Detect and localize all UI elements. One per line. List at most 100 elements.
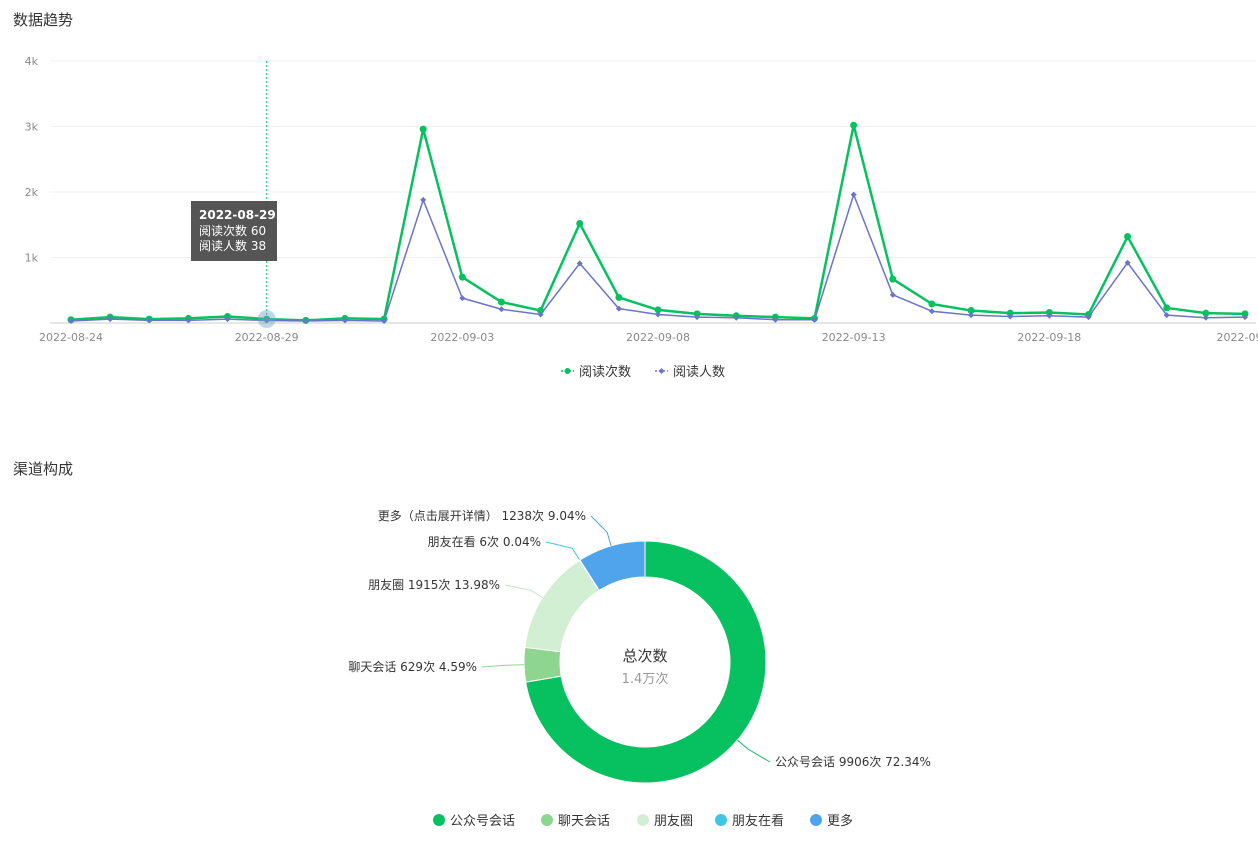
y-tick-label: 4k: [25, 55, 39, 68]
tooltip-reads: 阅读次数 60: [199, 223, 266, 238]
tooltip-readers: 阅读人数 38: [199, 238, 266, 253]
data-point-reads[interactable]: [1202, 309, 1210, 317]
slice-leader-line: [545, 541, 581, 561]
data-point-reads[interactable]: [1006, 309, 1014, 317]
data-point-readers[interactable]: [1007, 313, 1014, 320]
data-point-readers[interactable]: [459, 295, 466, 302]
legend-item-1[interactable]: 聊天会话: [541, 814, 610, 829]
data-point-readers[interactable]: [1046, 312, 1053, 319]
donut-slice-1[interactable]: [523, 646, 562, 683]
x-tick-label: 2022-09-2: [1217, 331, 1258, 344]
data-point-readers[interactable]: [655, 311, 661, 318]
y-tick-label: 2k: [25, 186, 39, 199]
legend-dot: [541, 814, 553, 826]
data-point-readers[interactable]: [694, 314, 701, 321]
data-point-reads[interactable]: [1124, 233, 1132, 241]
legend-label: 公众号会话: [450, 814, 515, 829]
legend-marker: [658, 368, 665, 374]
data-point-readers[interactable]: [420, 196, 427, 203]
data-point-readers[interactable]: [615, 305, 622, 312]
slice-label: 更多（点击展开详情） 1238次 9.04%: [378, 508, 586, 523]
legend-dot: [810, 814, 822, 826]
data-point-readers[interactable]: [1202, 314, 1209, 321]
data-point-readers[interactable]: [772, 316, 779, 323]
slice-label: 朋友在看 6次 0.04%: [428, 535, 541, 549]
legend-item-4[interactable]: 更多: [810, 813, 853, 829]
data-point-readers[interactable]: [1085, 314, 1092, 321]
legend-marker: [564, 368, 571, 374]
data-point-reads[interactable]: [419, 125, 427, 133]
data-point-readers[interactable]: [811, 316, 818, 323]
legend-label: 朋友圈: [654, 813, 693, 829]
data-point-reads[interactable]: [850, 121, 858, 129]
x-tick-label: 2022-09-13: [822, 331, 886, 344]
legend-label: 更多: [827, 813, 853, 829]
legend-label: 阅读次数: [579, 364, 631, 380]
x-tick-label: 2022-08-24: [39, 331, 103, 344]
tooltip-box: [191, 201, 277, 261]
trend-section-title: 数据趋势: [13, 11, 74, 29]
legend-item-0[interactable]: 公众号会话: [433, 814, 515, 829]
donut-center-value: 1.4万次: [622, 671, 669, 687]
legend-dot: [433, 814, 445, 826]
data-point-reads[interactable]: [654, 306, 662, 314]
x-tick-label: 2022-09-08: [626, 331, 690, 344]
data-point-readers[interactable]: [889, 291, 896, 298]
legend-label: 阅读人数: [673, 365, 725, 380]
data-point-readers[interactable]: [263, 317, 270, 324]
legend-item-readers[interactable]: 阅读人数: [655, 365, 725, 380]
data-point-readers[interactable]: [146, 317, 153, 324]
legend-item-2[interactable]: 朋友圈: [637, 813, 693, 829]
legend-item-3[interactable]: 朋友在看: [715, 813, 784, 829]
y-tick-label: 1k: [25, 252, 39, 265]
data-point-readers[interactable]: [576, 260, 583, 267]
data-point-readers[interactable]: [185, 317, 192, 324]
data-point-reads[interactable]: [576, 219, 584, 227]
donut-center-title: 总次数: [622, 647, 667, 665]
data-point-reads[interactable]: [693, 310, 701, 318]
data-point-reads[interactable]: [967, 307, 975, 315]
data-point-reads[interactable]: [889, 275, 897, 283]
channel-section-title: 渠道构成: [13, 460, 74, 478]
hover-highlight: [257, 310, 276, 329]
data-point-readers[interactable]: [302, 318, 309, 325]
donut-slice-4[interactable]: [579, 540, 646, 592]
data-point-reads[interactable]: [458, 273, 466, 281]
data-point-readers[interactable]: [341, 317, 348, 324]
x-tick-label: 2022-09-03: [430, 331, 494, 344]
data-point-reads[interactable]: [615, 293, 623, 301]
data-point-readers[interactable]: [850, 191, 857, 198]
data-point-readers[interactable]: [381, 318, 388, 325]
data-point-readers[interactable]: [733, 314, 740, 321]
data-point-reads[interactable]: [1163, 304, 1171, 312]
data-point-readers[interactable]: [107, 316, 114, 323]
data-point-readers[interactable]: [1242, 314, 1248, 321]
data-point-readers[interactable]: [1163, 312, 1170, 319]
data-point-reads[interactable]: [1241, 310, 1249, 318]
legend-label: 朋友在看: [732, 813, 784, 829]
channel-donut-chart[interactable]: 公众号会话 9906次 72.34% 聊天会话 629次 4.59% 朋友圈 191…: [0, 440, 1258, 860]
data-point-reads[interactable]: [497, 298, 505, 306]
slice-leader-line: [737, 739, 771, 763]
legend-dot: [637, 814, 649, 826]
slice-label: 朋友圈 1915次 13.98%: [368, 578, 500, 592]
data-point-readers[interactable]: [1124, 259, 1131, 266]
data-point-readers[interactable]: [498, 306, 505, 313]
data-point-readers[interactable]: [68, 318, 74, 325]
legend-item-reads[interactable]: 阅读次数: [561, 364, 631, 380]
data-point-readers[interactable]: [224, 316, 231, 323]
data-point-reads[interactable]: [537, 307, 545, 315]
slice-leader-line: [481, 664, 525, 668]
y-tick-label: 3k: [25, 121, 39, 134]
legend-dot: [715, 814, 727, 826]
data-point-readers[interactable]: [928, 308, 935, 315]
slice-label: 公众号会话 9906次 72.34%: [775, 755, 931, 769]
trend-line-chart[interactable]: 1k 2k 3k 4k 2022-08-24 2022-08-29 2022-09-03 20…: [0, 0, 1258, 400]
data-point-readers[interactable]: [968, 312, 975, 319]
data-point-readers[interactable]: [537, 311, 544, 318]
x-tick-label: 2022-08-29: [235, 331, 299, 344]
data-point-reads[interactable]: [928, 300, 936, 308]
data-point-reads[interactable]: [1045, 309, 1053, 317]
donut-slice-0[interactable]: [525, 540, 767, 784]
